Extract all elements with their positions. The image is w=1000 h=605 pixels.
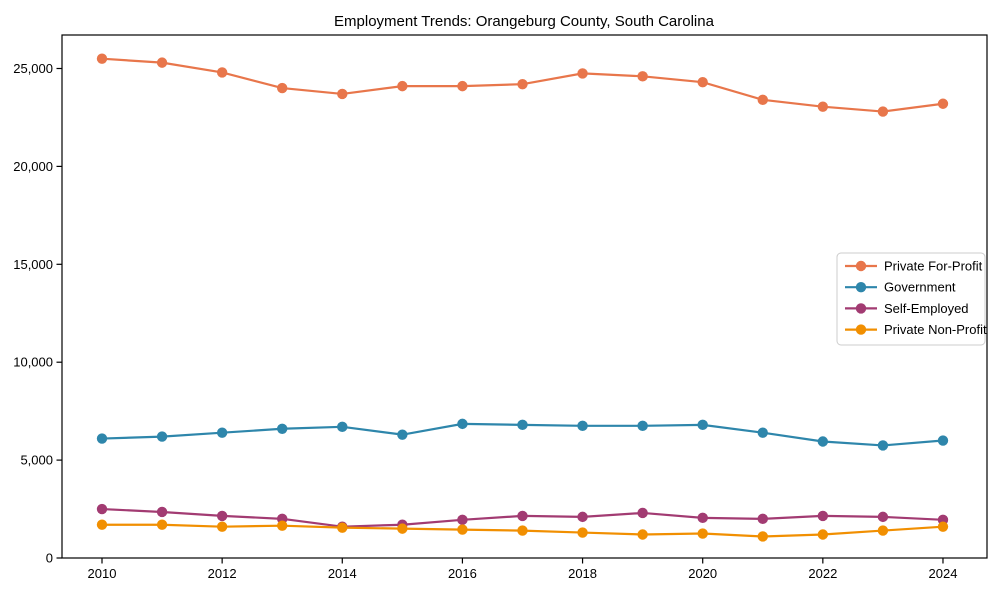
data-point-self-employed-2010 <box>96 503 108 515</box>
y-tick-label: 15,000 <box>13 257 53 272</box>
x-tick-label: 2020 <box>688 566 717 581</box>
data-point-private-for-profit-2012 <box>216 67 228 78</box>
data-point-self-employed-2018 <box>577 511 588 523</box>
data-point-government-2014 <box>337 421 348 433</box>
data-point-private-non-profit-2016 <box>457 524 468 535</box>
chart-title: Employment Trends: Orangeburg County, So… <box>334 13 715 30</box>
legend-item-self-employed: Self-Employed <box>845 301 969 316</box>
data-point-government-2015 <box>397 429 408 440</box>
data-point-private-non-profit-2014 <box>337 522 348 533</box>
data-point-private-non-profit-2018 <box>577 527 588 538</box>
data-point-self-employed-2019 <box>637 507 648 519</box>
data-point-self-employed-2020 <box>697 512 708 524</box>
data-point-government-2012 <box>216 427 228 438</box>
y-tick-label: 0 <box>46 551 53 566</box>
data-point-government-2020 <box>697 419 708 431</box>
legend-marker <box>855 282 867 293</box>
x-tick-label: 2014 <box>328 566 357 581</box>
y-tick-label: 20,000 <box>13 159 53 174</box>
data-point-self-employed-2012 <box>216 510 228 522</box>
data-point-private-for-profit-2011 <box>156 57 168 68</box>
data-point-self-employed-2022 <box>817 510 829 522</box>
data-point-private-for-profit-2020 <box>697 77 708 88</box>
x-axis: 2010 2012 2014 2016 2018 2020 2022 2024 <box>88 558 958 581</box>
data-point-private-non-profit-2023 <box>877 525 889 536</box>
data-point-private-for-profit-2015 <box>397 80 408 92</box>
data-point-private-for-profit-2014 <box>337 88 348 100</box>
plot-area-border <box>61 34 988 559</box>
data-point-private-for-profit-2022 <box>817 101 829 112</box>
data-point-government-2017 <box>517 419 528 431</box>
x-tick-label: 2024 <box>929 566 958 581</box>
data-point-private-for-profit-2013 <box>277 82 288 94</box>
legend-marker <box>855 260 867 272</box>
legend-item-private-for-profit: Private For-Profit <box>845 259 983 274</box>
legend-label: Private Non-Profit <box>884 322 987 337</box>
data-point-private-non-profit-2022 <box>817 529 829 540</box>
data-point-private-non-profit-2019 <box>637 529 648 540</box>
x-tick-label: 2010 <box>88 566 117 581</box>
data-point-private-non-profit-2013 <box>277 520 288 531</box>
data-point-government-2013 <box>277 423 288 434</box>
legend-marker <box>855 324 867 335</box>
legend-label: Private For-Profit <box>884 259 983 274</box>
data-point-private-non-profit-2021 <box>757 531 768 542</box>
data-point-private-non-profit-2020 <box>697 528 708 539</box>
y-tick-label: 10,000 <box>13 355 53 370</box>
series-group <box>96 53 949 542</box>
data-point-government-2021 <box>757 427 768 438</box>
data-point-government-2011 <box>156 431 168 442</box>
y-tick-label: 5,000 <box>20 453 53 468</box>
data-point-private-for-profit-2018 <box>577 68 588 79</box>
x-tick-label: 2022 <box>808 566 837 581</box>
data-point-private-non-profit-2024 <box>937 521 949 532</box>
data-point-self-employed-2011 <box>156 506 168 518</box>
legend-label: Government <box>884 280 956 295</box>
x-tick-label: 2018 <box>568 566 597 581</box>
data-point-private-non-profit-2017 <box>517 525 528 536</box>
data-point-private-non-profit-2015 <box>397 523 408 534</box>
data-point-self-employed-2016 <box>457 514 468 526</box>
data-point-private-for-profit-2023 <box>877 106 889 117</box>
data-point-private-for-profit-2021 <box>757 94 768 106</box>
x-tick-label: 2012 <box>208 566 237 581</box>
legend: Private For-Profit Government Self-Employe… <box>836 252 987 346</box>
data-point-private-non-profit-2011 <box>156 519 168 530</box>
data-point-private-for-profit-2024 <box>937 98 949 109</box>
data-point-self-employed-2017 <box>517 510 528 522</box>
legend-marker <box>855 303 867 314</box>
data-point-government-2010 <box>96 433 108 444</box>
data-point-self-employed-2023 <box>877 511 889 523</box>
data-point-government-2024 <box>937 435 949 446</box>
data-point-government-2019 <box>637 420 648 432</box>
data-point-private-non-profit-2012 <box>216 521 228 532</box>
legend-label: Self-Employed <box>884 301 969 316</box>
data-point-government-2018 <box>577 420 588 432</box>
data-point-government-2016 <box>457 418 468 430</box>
legend-item-private-non-profit: Private Non-Profit <box>845 322 987 337</box>
data-point-government-2023 <box>877 440 889 451</box>
data-point-self-employed-2021 <box>757 513 768 525</box>
x-tick-label: 2016 <box>448 566 477 581</box>
legend-box <box>836 252 986 346</box>
data-point-government-2022 <box>817 436 829 447</box>
data-point-private-non-profit-2010 <box>96 519 108 530</box>
data-point-private-for-profit-2017 <box>517 78 528 90</box>
data-point-private-for-profit-2010 <box>96 53 108 64</box>
data-point-private-for-profit-2016 <box>457 80 468 92</box>
y-tick-label: 25,000 <box>13 61 53 76</box>
legend-item-government: Government <box>845 280 956 295</box>
data-point-private-for-profit-2019 <box>637 71 648 82</box>
y-axis: 0 5,000 10,000 15,000 20,000 25,000 <box>13 61 62 566</box>
